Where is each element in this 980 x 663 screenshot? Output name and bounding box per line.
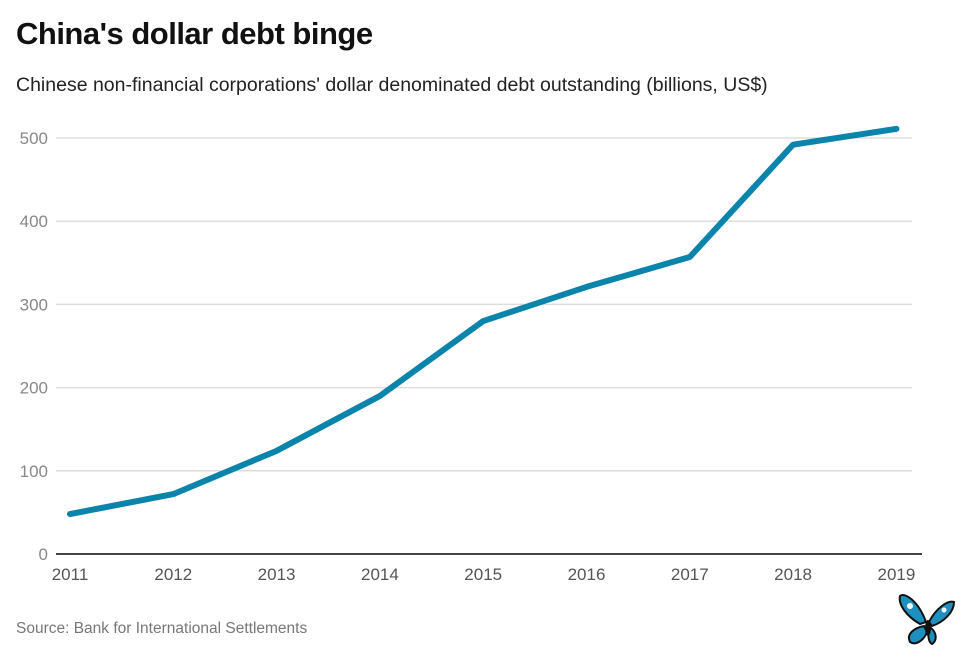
chart-title: China's dollar debt binge [16, 16, 373, 51]
x-tick-label: 2017 [671, 565, 709, 584]
x-tick-label: 2016 [568, 565, 606, 584]
y-tick-label: 100 [20, 462, 48, 481]
source-note: Source: Bank for International Settlemen… [16, 620, 308, 637]
x-tick-label: 2018 [774, 565, 812, 584]
x-tick-label: 2011 [52, 565, 89, 584]
x-tick-label: 2014 [361, 565, 399, 584]
butterfly-logo-icon [898, 594, 956, 646]
x-tick-label: 2013 [258, 565, 296, 584]
y-tick-label: 300 [20, 295, 48, 314]
x-tick-label: 2015 [464, 565, 502, 584]
x-tick-label: 2019 [877, 565, 915, 584]
y-tick-label: 500 [20, 129, 48, 148]
series-line [67, 125, 900, 518]
y-tick-label: 0 [39, 545, 48, 564]
y-tick-label: 400 [20, 212, 48, 231]
chart-subtitle: Chinese non-financial corporations' doll… [16, 74, 768, 96]
x-tick-label: 2012 [154, 565, 192, 584]
y-tick-label: 200 [20, 379, 48, 398]
